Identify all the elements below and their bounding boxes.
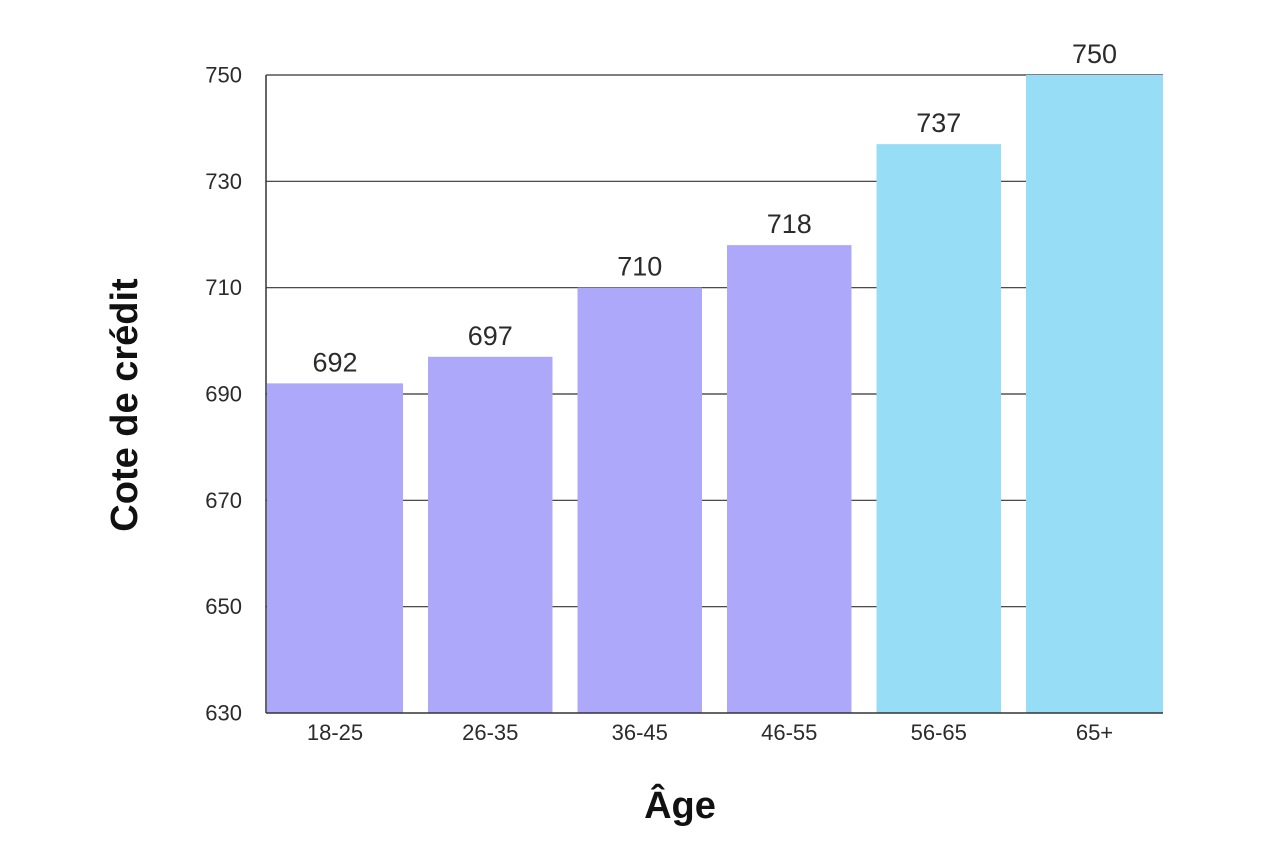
- data-label: 750: [1072, 39, 1117, 69]
- y-tick-label: 710: [205, 275, 242, 300]
- y-axis-title: Cote de crédit: [104, 278, 146, 532]
- x-axis-title: Âge: [644, 783, 716, 827]
- x-tick-label: 65+: [1076, 720, 1113, 745]
- gridlines: [266, 74, 1163, 608]
- y-tick-label: 750: [205, 63, 242, 88]
- bar: [267, 383, 403, 713]
- y-tick-label: 730: [205, 169, 242, 194]
- data-label: 697: [468, 321, 513, 351]
- data-label: 710: [617, 252, 662, 282]
- x-tick-label: 18-25: [307, 720, 363, 745]
- y-tick-labels: 630 650 670 690 710 730 750: [205, 63, 242, 726]
- y-tick-label: 630: [205, 701, 242, 726]
- bar: [727, 245, 852, 713]
- bars: [267, 75, 1163, 713]
- axes: [265, 75, 1163, 714]
- data-label: 718: [767, 209, 812, 239]
- y-tick-label: 670: [205, 488, 242, 513]
- data-labels: 692 697 710 718 737 750: [312, 39, 1117, 377]
- x-tick-label: 46-55: [761, 720, 817, 745]
- bar: [876, 144, 1001, 713]
- x-tick-label: 36-45: [612, 720, 668, 745]
- bar: [428, 356, 553, 713]
- bar: [1026, 75, 1163, 713]
- data-label: 692: [312, 347, 357, 377]
- data-label: 737: [916, 108, 961, 138]
- x-tick-label: 26-35: [462, 720, 518, 745]
- x-tick-label: 56-65: [911, 720, 967, 745]
- y-tick-label: 690: [205, 382, 242, 407]
- bar: [577, 287, 702, 713]
- y-tick-label: 650: [205, 594, 242, 619]
- x-tick-labels: 18-25 26-35 36-45 46-55 56-65 65+: [307, 720, 1113, 745]
